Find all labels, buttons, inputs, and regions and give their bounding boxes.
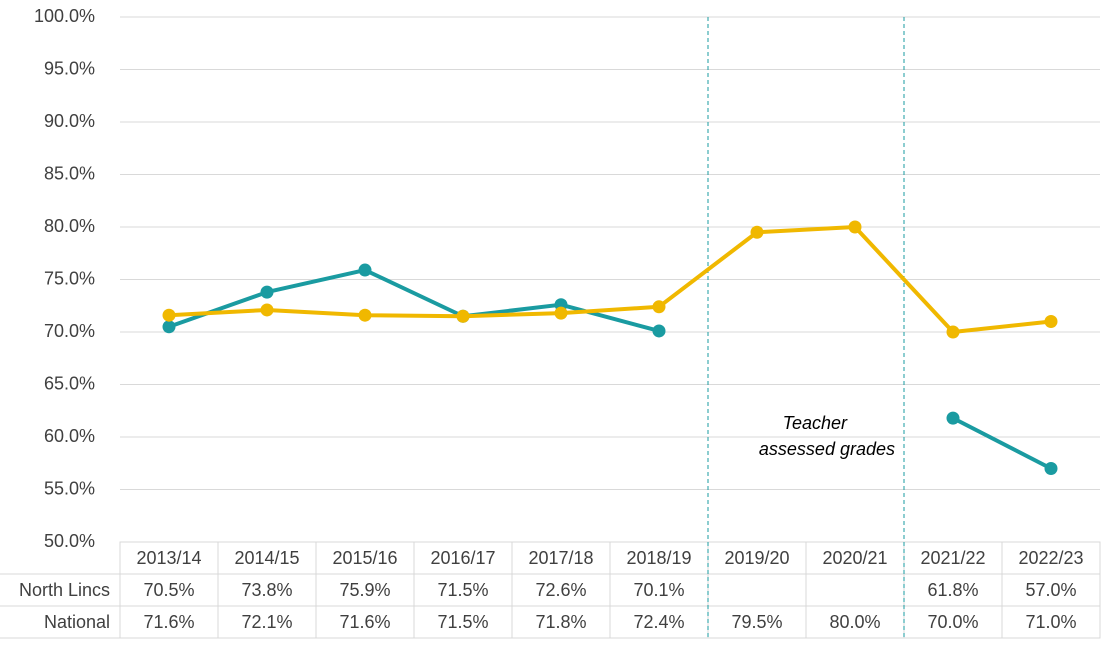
legend-label: National — [44, 612, 110, 632]
y-tick-label: 100.0% — [34, 6, 95, 26]
x-tick-label: 2016/17 — [430, 548, 495, 568]
data-label: 70.1% — [633, 580, 684, 600]
marker — [946, 411, 960, 425]
data-label: 72.6% — [535, 580, 586, 600]
marker — [1044, 315, 1058, 328]
legend-label: North Lincs — [19, 580, 110, 600]
data-label: 71.0% — [1025, 612, 1076, 632]
y-tick-label: 75.0% — [44, 268, 95, 288]
annotation: assessed grades — [759, 439, 895, 459]
marker — [1044, 462, 1058, 475]
series-line — [168, 225, 1052, 334]
series-line — [952, 416, 1052, 471]
data-label: 57.0% — [1025, 580, 1076, 600]
data-label: 71.8% — [535, 612, 586, 632]
y-tick-label: 50.0% — [44, 531, 95, 551]
y-tick-label: 85.0% — [44, 163, 95, 183]
data-label: 73.8% — [241, 580, 292, 600]
y-tick-label: 55.0% — [44, 478, 95, 498]
marker — [260, 285, 274, 299]
marker — [750, 225, 764, 239]
data-label: 71.6% — [143, 612, 194, 632]
marker — [162, 308, 176, 322]
series-line — [168, 268, 660, 333]
marker — [162, 320, 176, 334]
marker — [652, 324, 666, 338]
marker — [652, 300, 666, 314]
data-label: 80.0% — [829, 612, 880, 632]
x-tick-label: 2014/15 — [234, 548, 299, 568]
y-tick-label: 90.0% — [44, 111, 95, 131]
data-label: 71.5% — [437, 612, 488, 632]
data-label: 72.4% — [633, 612, 684, 632]
x-tick-label: 2013/14 — [136, 548, 201, 568]
y-tick-label: 60.0% — [44, 426, 95, 446]
data-label: 70.5% — [143, 580, 194, 600]
data-label: 75.9% — [339, 580, 390, 600]
x-tick-label: 2019/20 — [724, 548, 789, 568]
marker — [848, 220, 862, 234]
marker — [260, 303, 274, 317]
x-tick-label: 2015/16 — [332, 548, 397, 568]
data-label: 70.0% — [927, 612, 978, 632]
x-tick-label: 2021/22 — [920, 548, 985, 568]
data-label: 72.1% — [241, 612, 292, 632]
data-label: 61.8% — [927, 580, 978, 600]
data-label: 79.5% — [731, 612, 782, 632]
marker — [456, 309, 470, 323]
x-tick-label: 2020/21 — [822, 548, 887, 568]
x-tick-label: 2018/19 — [626, 548, 691, 568]
x-tick-label: 2017/18 — [528, 548, 593, 568]
annotation: Teacher — [783, 413, 848, 433]
marker — [946, 325, 960, 339]
y-tick-label: 70.0% — [44, 321, 95, 341]
marker — [554, 306, 568, 320]
x-tick-label: 2022/23 — [1018, 548, 1083, 568]
data-label: 71.6% — [339, 612, 390, 632]
y-tick-label: 95.0% — [44, 58, 95, 78]
marker — [358, 308, 372, 322]
marker — [358, 263, 372, 277]
y-tick-label: 80.0% — [44, 216, 95, 236]
y-tick-label: 65.0% — [44, 373, 95, 393]
data-label: 71.5% — [437, 580, 488, 600]
